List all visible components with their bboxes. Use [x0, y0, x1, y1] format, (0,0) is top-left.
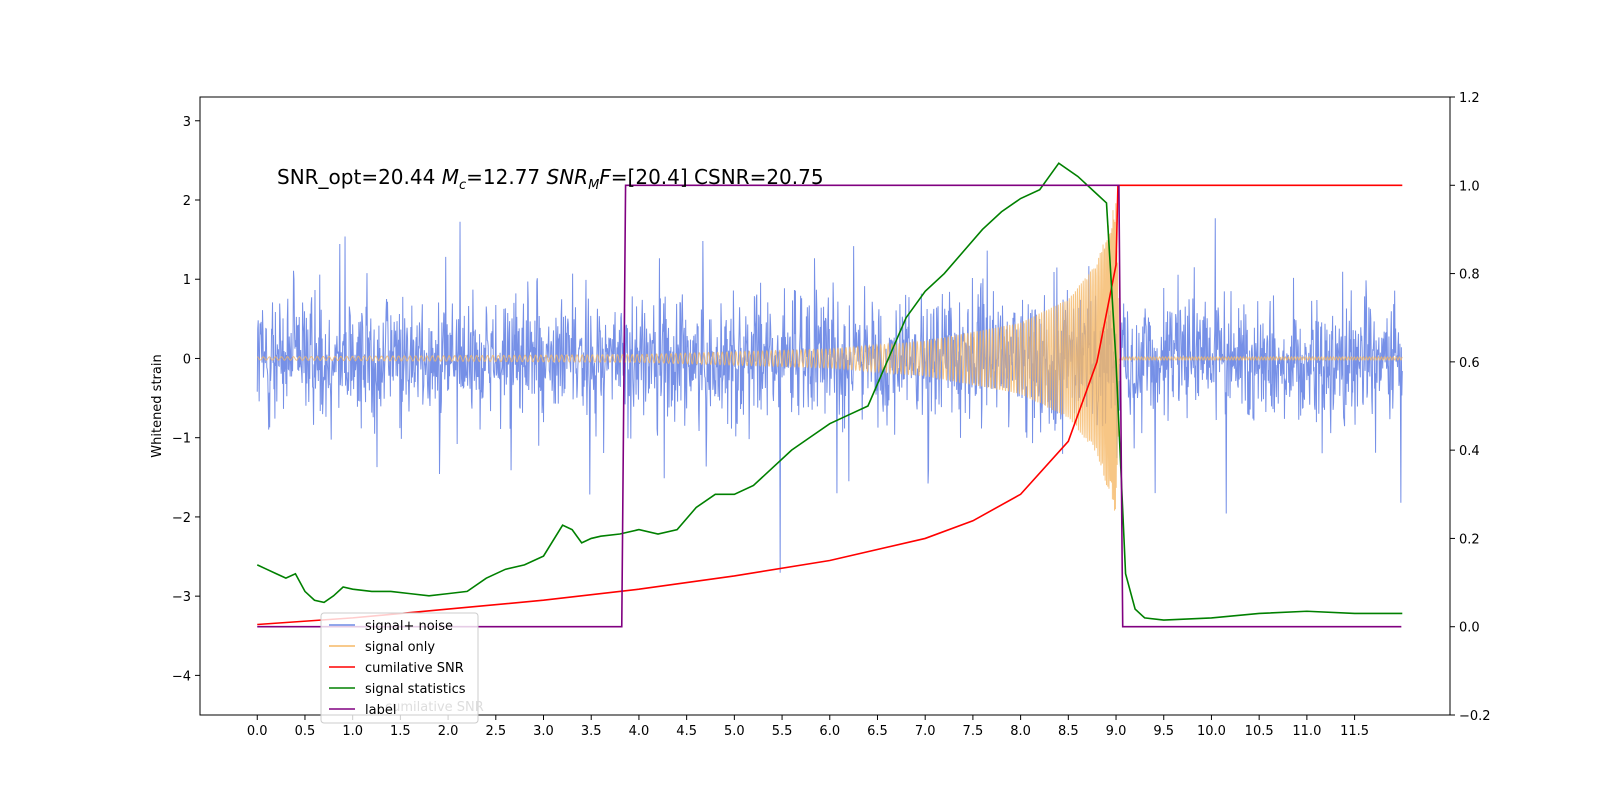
- y-left-tick-label: 3: [183, 115, 191, 130]
- x-tick-label: 6.5: [867, 724, 888, 739]
- y-right-tick-label: 0.8: [1459, 268, 1480, 283]
- y-right-tick-label: 0.6: [1459, 356, 1480, 371]
- annotation-prefix: SNR_opt=20.44: [277, 165, 442, 189]
- legend-ghost-text: cumilative SNR: [385, 700, 484, 715]
- series-signal-only: [257, 203, 1403, 511]
- series-cumulative-snr: [257, 184, 1403, 626]
- x-tick-label: 9.5: [1153, 724, 1174, 739]
- y-right-tick-label: 0.0: [1459, 621, 1480, 636]
- x-tick-label: 6.0: [819, 724, 840, 739]
- x-tick-label: 0.5: [295, 724, 316, 739]
- snr-annotation: SNR_opt=20.44 Mc=12.77 SNRMF=[20.4] CSNR…: [277, 165, 824, 193]
- x-tick-label: 1.5: [390, 724, 411, 739]
- y-right-tick-label: 1.0: [1459, 179, 1480, 194]
- plot-frame: [199, 96, 1451, 716]
- x-tick-label: 10.0: [1197, 724, 1226, 739]
- legend: cumilative SNR signal+ noise signal only c…: [320, 612, 484, 724]
- annotation-mc-value: =12.77: [466, 165, 546, 189]
- x-tick-label: 2.5: [485, 724, 506, 739]
- annotation-snr-f: F: [599, 165, 611, 189]
- series-label: [257, 184, 1402, 628]
- x-tick-label: 3.5: [581, 724, 602, 739]
- y-left-tick-label: 0: [183, 352, 191, 367]
- x-tick-label: 7.0: [915, 724, 936, 739]
- x-tick-label: 2.0: [438, 724, 459, 739]
- annotation-snr-symbol: SNR: [547, 165, 589, 189]
- annotation-snr-value: =[20.4] CSNR=20.75: [611, 165, 824, 189]
- annotation-mc-sub: c: [459, 178, 466, 193]
- y-axis-label: Whitened strain: [150, 354, 165, 457]
- series-signal-statistics: [256, 162, 1403, 621]
- annotation-mc-symbol: M: [442, 165, 459, 189]
- legend-frame: [320, 612, 479, 724]
- legend-entry-label: signal statistics: [365, 682, 466, 697]
- series-signal-noise: [256, 218, 1403, 573]
- x-tick-label: 0.0: [247, 724, 268, 739]
- y-axis-right: 1.2 1.0 0.8 0.6 0.4 0.2 0.0 −0.2: [1450, 91, 1491, 724]
- x-tick-label: 11.0: [1292, 724, 1321, 739]
- legend-entry-label: cumilative SNR: [365, 661, 464, 676]
- x-tick-label: 5.5: [772, 724, 793, 739]
- plot-area: [199, 96, 1451, 716]
- y-left-tick-label: −1: [172, 432, 191, 447]
- x-tick-label: 11.5: [1340, 724, 1369, 739]
- legend-entry-label: signal+ noise: [365, 619, 453, 634]
- y-left-tick-label: 2: [183, 194, 191, 209]
- x-axis: 0.0 0.5 1.0 1.5 2.0 2.5 3.0 3.5 4.0 4.5 5.0 5.5 6.0 6…: [247, 715, 1369, 739]
- legend-entry-label: label: [365, 703, 396, 718]
- y-left-tick-label: −3: [172, 590, 191, 605]
- annotation-snr-sub: M: [588, 178, 599, 193]
- y-left-tick-label: 1: [183, 273, 191, 288]
- y-left-tick-label: −2: [172, 511, 191, 526]
- x-tick-label: 3.0: [533, 724, 554, 739]
- series-layer: [256, 162, 1403, 628]
- x-tick-label: 8.5: [1058, 724, 1079, 739]
- y-left-tick-label: −4: [172, 669, 191, 684]
- x-tick-label: 4.5: [676, 724, 697, 739]
- y-axis-left: 3 2 1 0 −1 −2 −3 −4: [172, 115, 200, 684]
- y-right-tick-label: −0.2: [1459, 709, 1491, 724]
- x-tick-label: 8.0: [1010, 724, 1031, 739]
- x-tick-label: 4.0: [629, 724, 650, 739]
- y-right-tick-label: 0.2: [1459, 532, 1480, 547]
- x-tick-label: 9.0: [1106, 724, 1127, 739]
- x-tick-label: 7.5: [963, 724, 984, 739]
- y-right-tick-label: 0.4: [1459, 444, 1480, 459]
- x-tick-label: 1.0: [342, 724, 363, 739]
- x-tick-label: 5.0: [724, 724, 745, 739]
- x-tick-label: 10.5: [1245, 724, 1274, 739]
- legend-entry-label: signal only: [365, 640, 435, 655]
- y-right-tick-label: 1.2: [1459, 91, 1480, 106]
